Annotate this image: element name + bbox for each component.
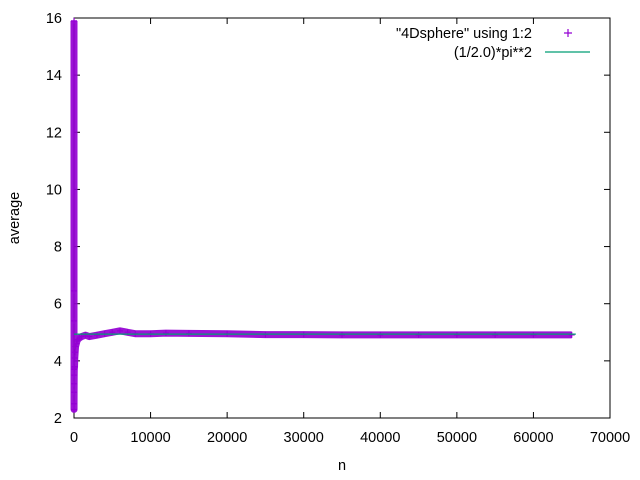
y-tick-label: 6 [54, 297, 62, 313]
y-axis-label: average [7, 192, 23, 244]
plot-frame [73, 17, 611, 419]
legend-label-4dsphere: "4Dsphere" using 1:2 [396, 26, 532, 42]
x-tick-label: 10000 [130, 430, 170, 446]
legend-marker-4dsphere [564, 29, 572, 37]
x-tick-label: 60000 [513, 430, 553, 446]
x-tick-label: 50000 [437, 430, 477, 446]
axes-ticks: 0 10000 20000 30000 40000 50000 60000 70000 2 4 6 8… [46, 11, 630, 446]
series-layer [70, 17, 576, 413]
y-tick-label: 14 [46, 68, 62, 84]
x-tick-label: 30000 [284, 430, 324, 446]
legend: "4Dsphere" using 1:2 (1/2.0)*pi**2 [396, 26, 590, 61]
y-tick-label: 12 [46, 125, 62, 141]
data-point-band [70, 20, 572, 413]
y-tick-label: 8 [54, 240, 62, 256]
y-tick-label: 16 [46, 11, 62, 27]
y-tick-label: 2 [54, 411, 62, 427]
x-tick-label: 20000 [207, 430, 247, 446]
x-tick-label: 70000 [590, 430, 630, 446]
legend-label-pi-function: (1/2.0)*pi**2 [454, 45, 532, 61]
x-tick-label: 0 [70, 430, 78, 446]
x-tick-label: 40000 [360, 430, 400, 446]
x-axis-label: n [338, 458, 346, 474]
y-tick-label: 10 [46, 182, 62, 198]
y-tick-label: 4 [54, 354, 62, 370]
